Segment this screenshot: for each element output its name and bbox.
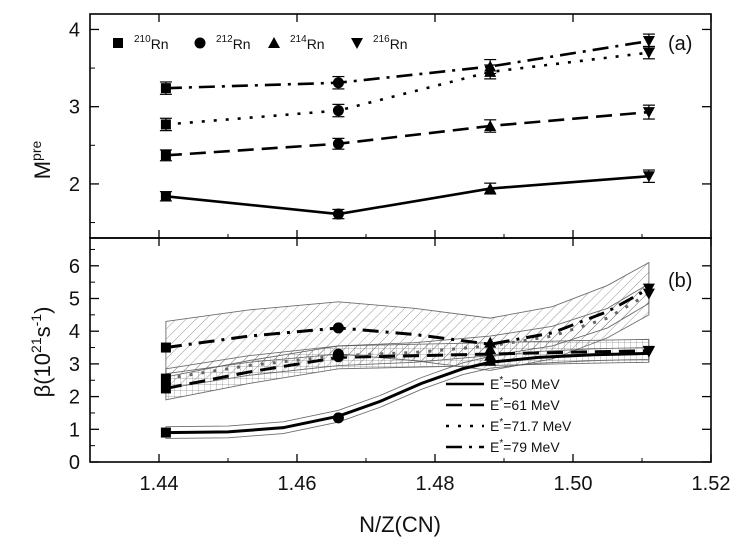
- panel-a-point: [161, 119, 171, 129]
- panel-a-point: [643, 48, 655, 59]
- panel-a-point: [643, 36, 655, 47]
- x-tick-label: 1.48: [416, 473, 455, 495]
- legend-label-dot: E*=71.7 MeV: [490, 417, 572, 434]
- panel-a-point: [161, 191, 171, 201]
- panel-b-point: [161, 374, 171, 384]
- panel-b-y-tick-label: 3: [69, 354, 80, 376]
- legend-label-solid: E*=50 MeV: [490, 375, 560, 392]
- panel-b-tag: (b): [668, 270, 692, 292]
- panel-b-y-tick-label: 4: [69, 321, 80, 343]
- legend-marker-circle: [195, 38, 206, 49]
- panel-b-bands: [166, 263, 649, 439]
- panel-a-point: [333, 77, 344, 88]
- panel-a-point: [333, 105, 344, 116]
- panel-b-point: [161, 383, 171, 393]
- panel-b-point: [333, 412, 344, 423]
- panel-a-point: [161, 150, 171, 160]
- legend-label-216-rn: 216Rn: [373, 34, 408, 52]
- legend-marker-triangle-down: [351, 38, 363, 49]
- panel-a-line-solid: [166, 176, 649, 214]
- legend-label-212-rn: 212Rn: [216, 34, 251, 52]
- legend-marker-square: [113, 38, 123, 48]
- panel-a-line-dot: [166, 53, 649, 125]
- panel-a-point: [161, 83, 171, 93]
- panel-a-y-tick-label: 3: [69, 97, 80, 119]
- panel-a-legend: 210Rn 212Rn 214Rn 216Rn: [113, 34, 408, 52]
- panel-a-y-tick-label: 2: [69, 174, 80, 196]
- panel-a-point: [333, 138, 344, 149]
- panel-b-y-tick-label: 2: [69, 387, 80, 409]
- panel-b-point: [161, 343, 171, 353]
- legend-label-214-rn: 214Rn: [290, 34, 325, 52]
- panel-b-point: [161, 428, 171, 438]
- panel-a-y-tick-label: 4: [69, 19, 80, 41]
- legend-label-210-rn: 210Rn: [134, 34, 169, 52]
- legend-marker-triangle-up: [268, 37, 280, 48]
- panel-b-y-tick-label: 6: [69, 256, 80, 278]
- panel-a-ylabel: Mpre: [28, 141, 55, 180]
- panel-b-y-tick-label: 5: [69, 288, 80, 310]
- panel-b-ylabel: β(1021s-1): [28, 307, 55, 398]
- x-tick-label: 1.52: [692, 473, 731, 495]
- legend-label-dashdot: E*=79 MeV: [490, 438, 560, 455]
- panel-a-tag: (a): [668, 33, 692, 55]
- panel-a-series: [160, 34, 655, 219]
- x-axis-ticks: 1.44 1.46 1.48 1.50 1.52: [140, 473, 731, 495]
- panel-b-point: [333, 322, 344, 333]
- panel-a: 2 3 4 210Rn 212Rn 214Rn 216Rn (a) Mpre: [28, 14, 711, 238]
- panel-b-legend: E*=50 MeV E*=61 MeV E*=71.7 MeV E*=79 MeV: [446, 375, 572, 455]
- x-axis-label: N/Z(CN): [359, 512, 441, 537]
- x-tick-label: 1.46: [278, 473, 317, 495]
- panel-a-point: [333, 209, 344, 220]
- panel-b-y-tick-label: 1: [69, 419, 80, 441]
- x-tick-label: 1.44: [140, 473, 179, 495]
- panel-b-y-tick-label: 0: [69, 452, 80, 474]
- legend-label-dash: E*=61 MeV: [490, 396, 560, 413]
- panel-b-point: [333, 349, 344, 360]
- x-tick-label: 1.50: [554, 473, 593, 495]
